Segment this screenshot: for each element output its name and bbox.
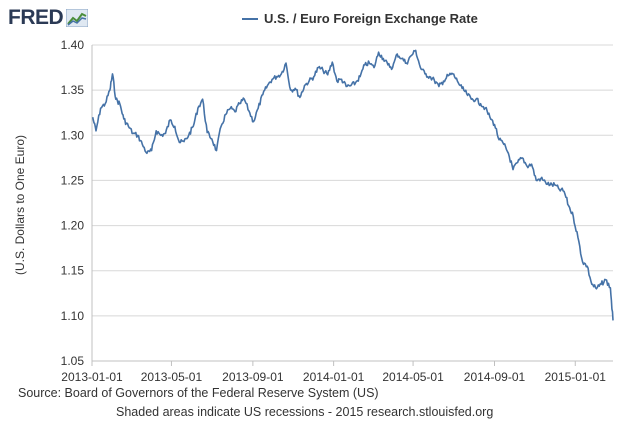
y-tick-label: 1.05	[61, 354, 85, 368]
x-tick-label: 2014-09-01	[464, 370, 526, 384]
chart-legend: U.S. / Euro Foreign Exchange Rate	[242, 11, 478, 26]
x-tick-label: 2014-05-01	[382, 370, 444, 384]
legend-swatch	[242, 17, 258, 20]
source-note: Source: Board of Governors of the Federa…	[18, 386, 379, 400]
y-tick-label: 1.25	[61, 173, 85, 187]
y-tick-label: 1.10	[61, 309, 85, 323]
series-line	[91, 49, 614, 321]
x-tick-label: 2013-09-01	[222, 370, 284, 384]
fred-logo[interactable]: FRED	[8, 6, 89, 30]
legend-label: U.S. / Euro Foreign Exchange Rate	[264, 11, 478, 26]
y-tick-label: 1.20	[61, 219, 85, 233]
chart-line-icon	[66, 9, 89, 27]
y-tick-label: 1.35	[61, 83, 85, 97]
x-tick-label: 2014-01-01	[303, 370, 365, 384]
y-tick-label: 1.40	[61, 38, 85, 52]
recession-note: Shaded areas indicate US recessions - 20…	[116, 405, 494, 419]
y-tick-label: 1.15	[61, 264, 85, 278]
x-tick-label: 2013-01-01	[61, 370, 123, 384]
y-tick-label: 1.30	[61, 128, 85, 142]
x-tick-label: 2015-01-01	[545, 370, 607, 384]
x-tick-label: 2013-05-01	[141, 370, 203, 384]
logo-text: FRED	[8, 6, 64, 29]
